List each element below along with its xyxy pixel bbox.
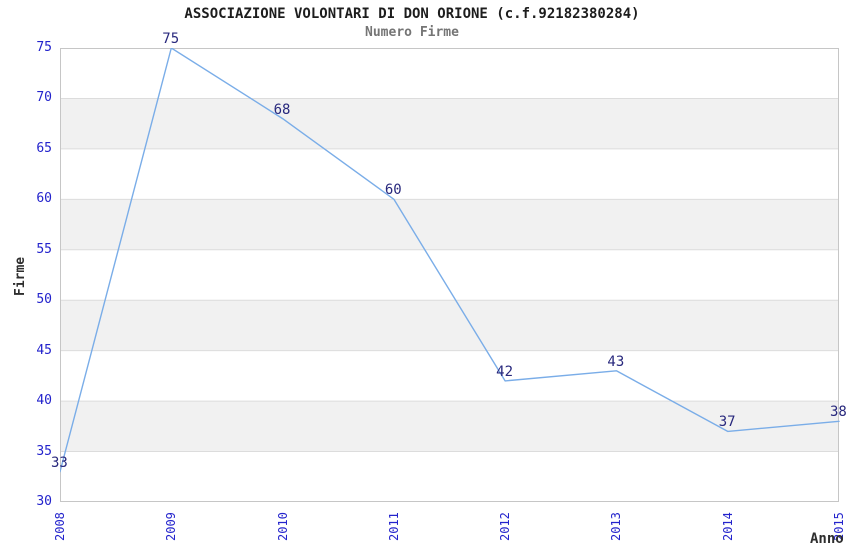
point-label: 68 <box>273 101 291 118</box>
x-tick-label: 2012 <box>498 512 513 541</box>
x-axis-title: Anno <box>810 531 844 547</box>
point-label: 42 <box>496 363 513 380</box>
y-tick-label: 50 <box>36 292 52 308</box>
band <box>60 401 839 452</box>
point-label: 37 <box>718 414 736 431</box>
y-tick-label: 55 <box>36 241 52 257</box>
point-label: 75 <box>162 31 180 47</box>
y-tick-label: 60 <box>36 191 52 207</box>
y-tick-label: 35 <box>36 443 52 459</box>
band <box>60 199 839 250</box>
x-tick-label: 2011 <box>386 512 401 541</box>
band <box>60 300 839 351</box>
band <box>60 98 839 149</box>
y-tick-label: 75 <box>36 40 52 55</box>
x-tick-label: 2014 <box>720 512 735 541</box>
point-label: 38 <box>830 404 847 421</box>
y-tick-label: 65 <box>36 140 52 156</box>
x-tick-label: 2010 <box>275 512 290 541</box>
y-tick-label: 70 <box>36 90 52 106</box>
x-tick-label: 2009 <box>164 512 179 541</box>
point-label: 60 <box>384 182 402 199</box>
chart-title: ASSOCIAZIONE VOLONTARI DI DON ORIONE (c.… <box>184 6 640 22</box>
point-label: 33 <box>51 454 68 471</box>
plot-area <box>60 48 840 502</box>
data-line <box>60 48 840 473</box>
point-label: 43 <box>607 353 625 370</box>
plot-border <box>60 48 839 502</box>
y-tick-label: 30 <box>36 494 52 509</box>
y-axis-title: Firme <box>13 256 28 296</box>
y-tick-label: 45 <box>36 342 52 358</box>
chart-subtitle: Numero Firme <box>365 25 459 40</box>
y-tick-label: 40 <box>36 393 52 409</box>
x-tick-label: 2008 <box>53 512 67 541</box>
x-tick-label: 2013 <box>609 512 624 541</box>
